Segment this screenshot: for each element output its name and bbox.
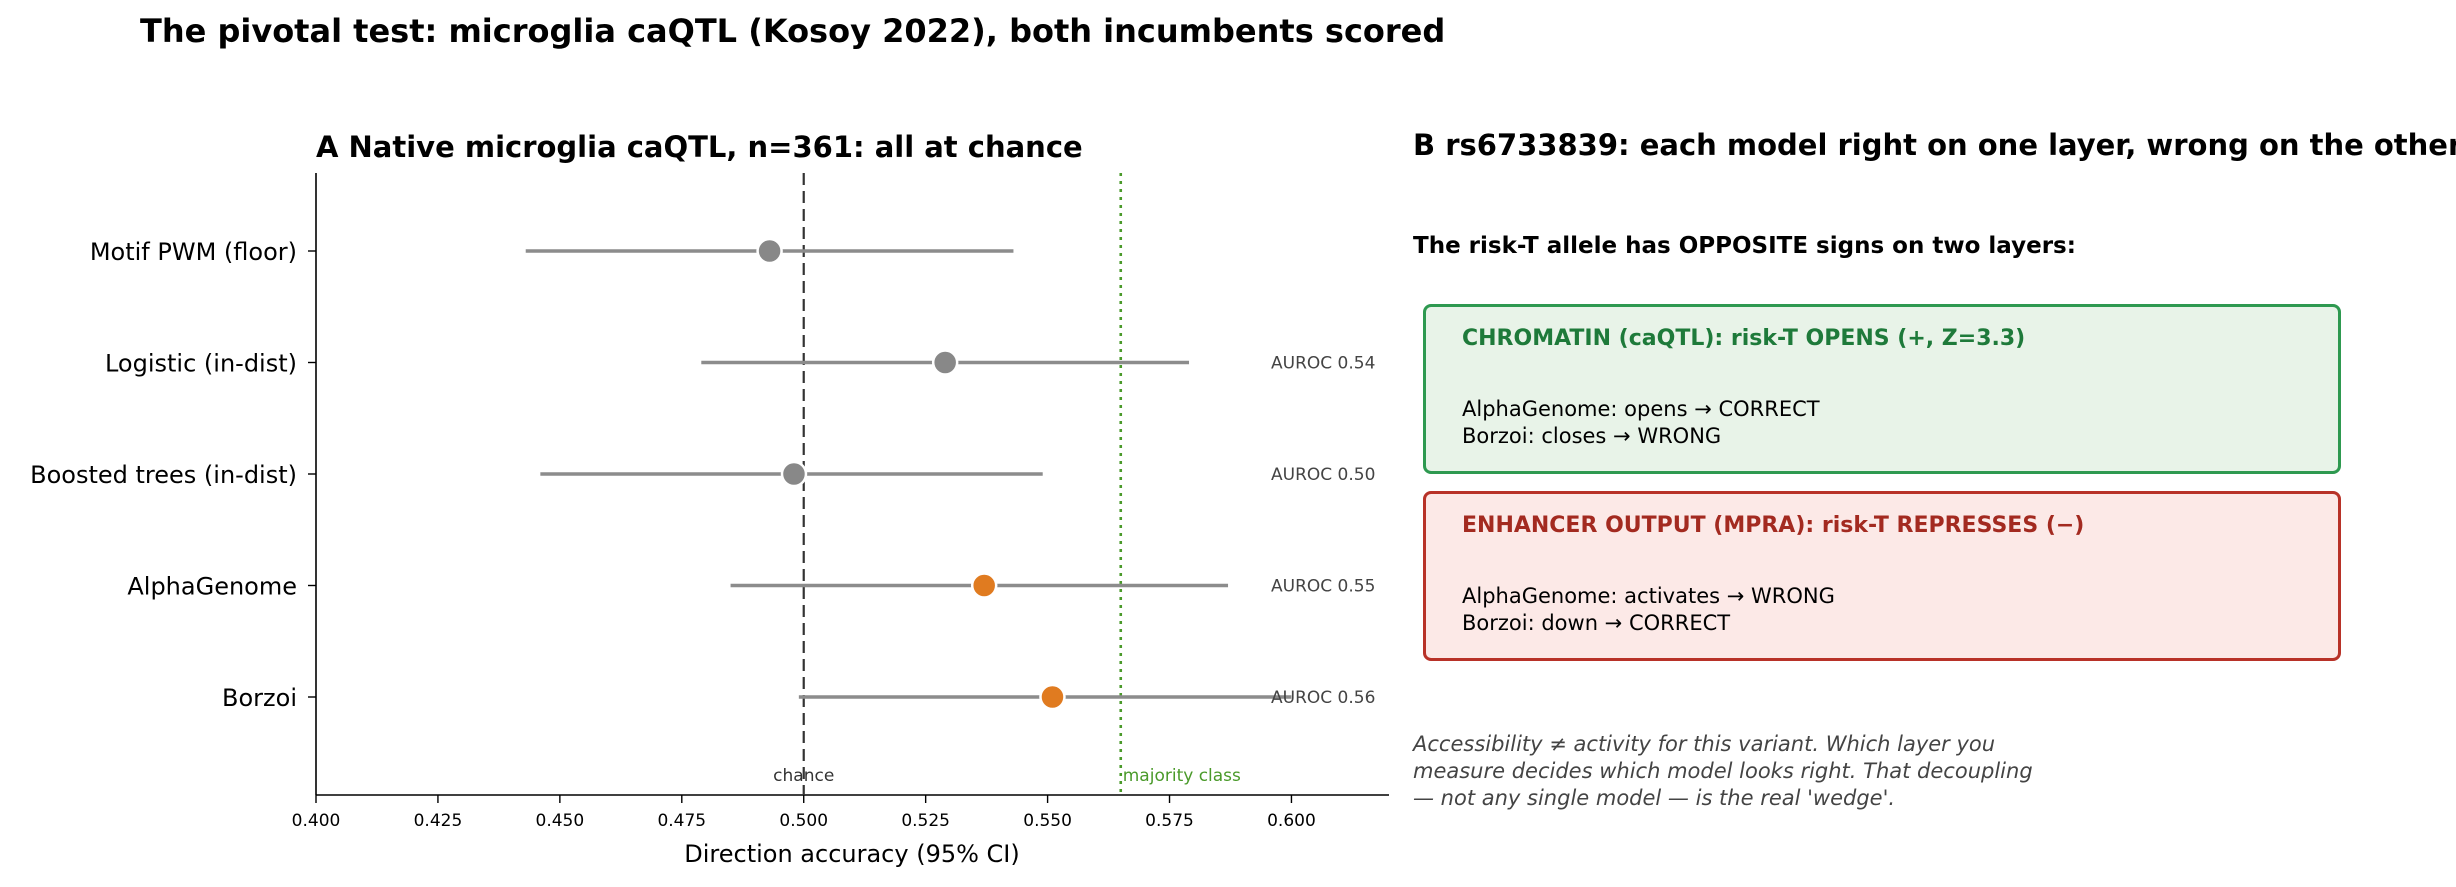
panel-a-title: A Native microglia caQTL, n=361: all at … xyxy=(316,130,1083,164)
enhancer-alphagenome-line: AlphaGenome: activates → WRONG xyxy=(1462,584,1835,608)
panel-b-subtitle: The risk-T allele has OPPOSITE signs on … xyxy=(1413,233,2076,259)
enhancer-borzoi-line: Borzoi: down → CORRECT xyxy=(1462,611,1731,635)
x-tick-label: 0.425 xyxy=(414,811,463,831)
x-tick-label: 0.600 xyxy=(1267,811,1316,831)
x-tick-label: 0.475 xyxy=(657,811,706,831)
note-line-1: Accessibility ≠ activity for this varian… xyxy=(1413,732,1996,756)
accuracy-point xyxy=(1039,683,1066,711)
chance-label: chance xyxy=(773,766,834,786)
model-label: Boosted trees (in-dist) xyxy=(30,461,297,489)
chromatin-card: CHROMATIN (caQTL): risk-T OPENS (+, Z=3.… xyxy=(1423,304,2341,474)
chromatin-alphagenome-line: AlphaGenome: opens → CORRECT xyxy=(1462,397,1820,421)
interpretation-note: Accessibility ≠ activity for this varian… xyxy=(1413,731,2113,812)
note-line-3: — not any single model — is the real 'we… xyxy=(1413,786,1896,810)
x-tick-label: 0.550 xyxy=(1023,811,1072,831)
x-tick-label: 0.400 xyxy=(292,811,341,831)
figure-title: The pivotal test: microglia caQTL (Kosoy… xyxy=(140,12,1446,50)
chromatin-heading: CHROMATIN (caQTL): risk-T OPENS (+, Z=3.… xyxy=(1462,326,2026,351)
panel-a-chart: A Native microglia caQTL, n=361: all at … xyxy=(30,130,1389,868)
accuracy-point xyxy=(780,460,808,488)
model-label: AlphaGenome xyxy=(127,573,297,601)
enhancer-heading: ENHANCER OUTPUT (MPRA): risk-T REPRESSES… xyxy=(1462,513,2085,538)
accuracy-point xyxy=(970,572,998,599)
auroc-label: AUROC 0.54 xyxy=(1271,354,1375,374)
enhancer-card: ENHANCER OUTPUT (MPRA): risk-T REPRESSES… xyxy=(1423,491,2341,661)
accuracy-point xyxy=(931,349,959,376)
panel-b-title: B rs6733839: each model right on one lay… xyxy=(1413,128,2456,162)
note-line-2: measure decides which model looks right.… xyxy=(1413,759,2033,783)
x-tick-label: 0.525 xyxy=(901,811,950,831)
x-tick-label: 0.450 xyxy=(536,811,585,831)
x-tick-label: 0.575 xyxy=(1145,811,1194,831)
model-label: Logistic (in-dist) xyxy=(105,350,297,378)
model-label: Motif PWM (floor) xyxy=(90,238,297,266)
chromatin-borzoi-line: Borzoi: closes → WRONG xyxy=(1462,424,1722,448)
auroc-label: AUROC 0.56 xyxy=(1271,688,1375,708)
auroc-label: AUROC 0.55 xyxy=(1271,577,1375,597)
accuracy-point xyxy=(756,237,783,265)
x-tick-label: 0.500 xyxy=(779,811,828,831)
x-axis-label: Direction accuracy (95% CI) xyxy=(684,840,1020,868)
auroc-label: AUROC 0.50 xyxy=(1271,465,1375,485)
majority-class-label: majority class xyxy=(1123,766,1241,786)
model-label: Borzoi xyxy=(222,684,297,712)
